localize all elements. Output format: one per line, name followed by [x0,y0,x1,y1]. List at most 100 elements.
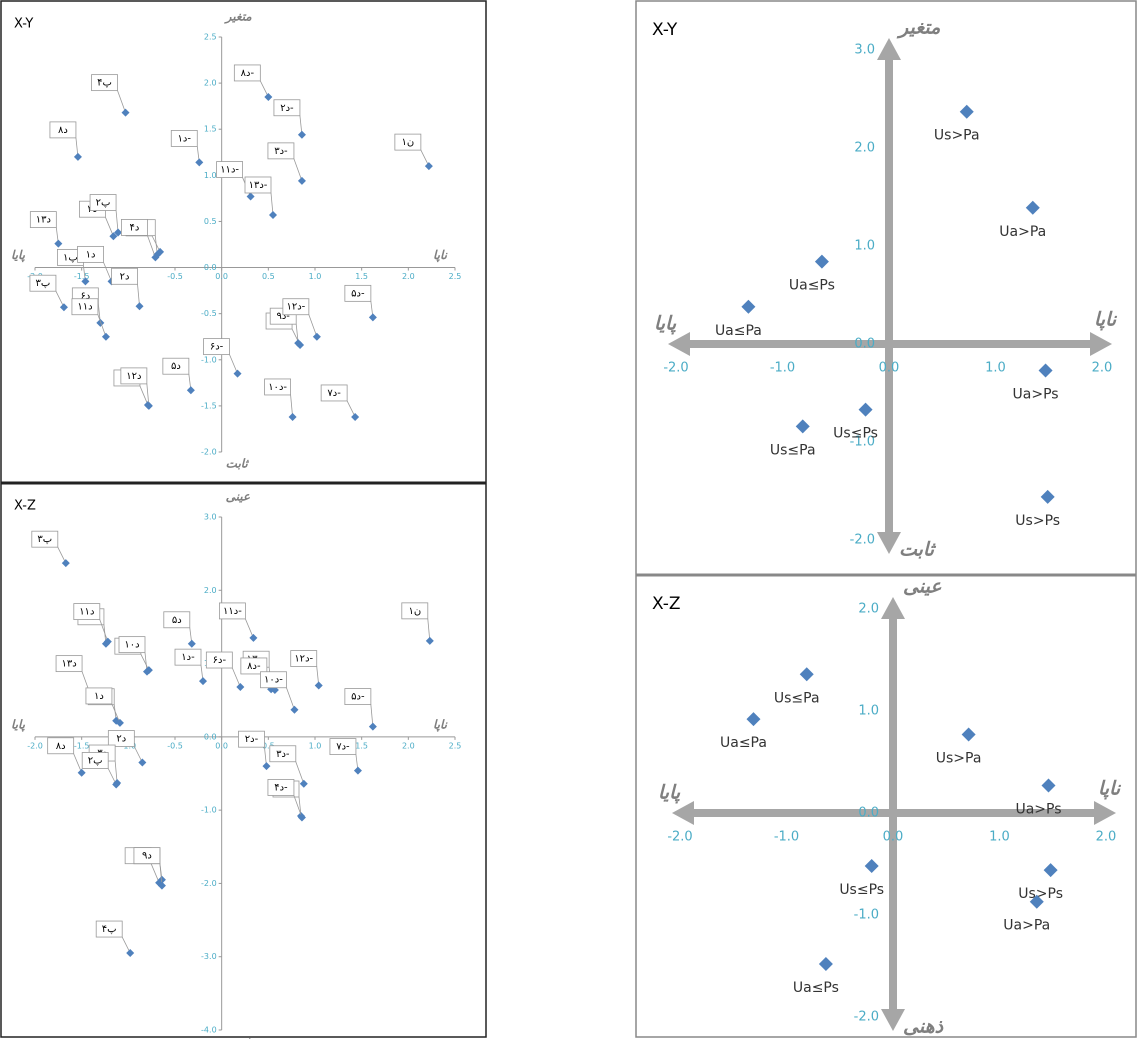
label-box [174,648,202,666]
label-box [267,779,295,796]
point-label: Ua>Ps [1013,386,1059,402]
point-label: Ua≤Pa [720,735,767,751]
point-label: د۱۱- [220,165,239,176]
leader-line [114,760,118,784]
x-tick-label: 1.0 [309,741,322,750]
x-tick-label: 0.0 [879,361,900,376]
point [353,766,362,775]
label-box [73,603,101,620]
point [297,813,306,822]
label-box [269,745,297,763]
point-label: Ua>Pa [1003,918,1050,934]
point [81,277,90,286]
label-box [320,384,348,402]
leader-line [245,618,254,639]
point-label: د۱۳- [249,180,268,191]
point-label: د۳- [276,749,290,760]
x-tick-label: -1.5 [74,741,90,750]
point [199,677,207,686]
point [115,718,124,727]
leader-line [159,863,163,886]
x-tick-label: 0.5 [262,741,275,750]
leader-line [105,217,114,237]
point-label: د۱۳ [61,659,76,670]
leader-line [99,619,109,642]
point [299,779,308,788]
x-tick-label: 0.0 [215,272,228,281]
chart-title: X-Z [14,499,36,514]
arrow-head [1090,332,1112,356]
point-label: Ua>Ps [1015,801,1061,817]
label-box [344,688,372,705]
leader-line [121,936,131,954]
y-tick-label: 0.0 [854,337,875,352]
point-label: د۱۱- [223,606,242,617]
y-tick-label: 1.0 [204,171,217,180]
arrow-head [877,38,901,60]
chart-title: X-Z [652,594,681,614]
point [236,683,245,692]
x-tick-label: 2.5 [449,741,462,750]
point-label: د۶- [210,342,224,353]
point-label: Ua≤Pa [715,323,762,339]
label-box [273,99,301,117]
point [961,727,976,742]
label-box [31,530,59,548]
label-box [71,298,99,316]
leader-line [293,795,303,818]
y-tick-label: -1.0 [854,908,879,923]
y-tick-label: 0.5 [204,217,217,226]
point [312,332,321,341]
point-label: پ۱ [63,252,78,263]
point-label: Ua≤Ps [793,980,839,996]
x-tick-label: 1.0 [985,361,1006,376]
leader-line [420,149,430,167]
label-box [205,651,233,669]
point [290,705,299,714]
y-tick-label: 2.0 [854,141,875,156]
label-box [260,671,287,689]
x-tick-label: -0.5 [167,272,183,281]
leader-line [259,80,269,98]
leader-line [295,761,305,784]
label-box [133,847,161,865]
x-tick-label: 0.0 [883,830,904,845]
point-label: Us>Ps [1018,886,1063,902]
axis-label-right: ناپا [1094,309,1118,331]
point [138,758,147,767]
label-box [81,752,109,769]
label-box [401,602,429,620]
x-tick-label: -2.0 [663,361,688,376]
axis-label-right: ناپا [433,248,448,263]
point [114,228,123,237]
label-box [107,730,135,747]
label-box [111,267,138,285]
y-tick-label: -2.0 [201,448,217,457]
point-label: د۳- [274,146,288,157]
y-tick-label: 0.0 [204,732,217,741]
label-box [238,730,265,748]
leader-line [139,385,149,406]
label-box [77,245,104,263]
point [262,762,271,771]
axis-label-top: عینی [226,490,251,504]
label-box [121,219,148,236]
point [864,859,879,874]
point [187,639,196,648]
point-label: پ۴ [97,78,112,89]
y-tick-label: -2.0 [850,533,875,548]
axis-label-left: پایا [654,313,677,335]
label-box [394,133,422,151]
y-tick-label: -1.0 [850,435,875,450]
axis-label-left: پایا [658,782,681,804]
label-box [218,602,246,620]
leader-line [308,314,318,337]
point [799,667,814,682]
y-tick-label: -1.0 [201,355,217,364]
label-box [47,737,75,755]
leader-line [73,753,83,773]
leader-line [229,354,238,374]
point-label: د۱۱ [77,302,92,313]
point-label: د۴- [274,782,288,793]
label-box [282,298,310,316]
